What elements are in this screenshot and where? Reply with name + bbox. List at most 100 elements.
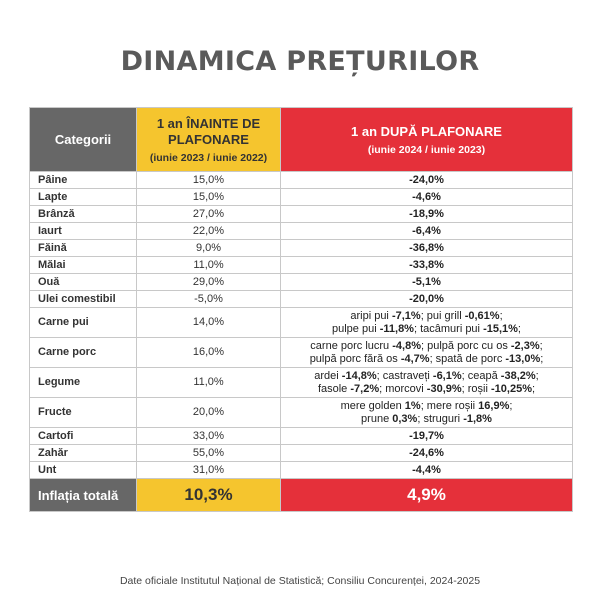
item-text: ; [539,339,543,352]
row-after-value: -33,8% [280,256,573,274]
row-category: Pâine [29,171,137,189]
header-after-period: (iunie 2024 / iunie 2023) [367,143,486,156]
row-before-value: 9,0% [136,239,281,257]
table-row: Cartofi 33,0% -19,7% [29,427,573,445]
row-category: Cartofi [29,427,137,445]
table-header-row: Categorii 1 an ÎNAINTE DE PLAFONARE (iun… [29,107,573,172]
item-text: ; [499,309,503,322]
total-inflation-row: Inflația totală 10,3% 4,9% [29,478,573,512]
change-value: -19,7% [409,429,444,442]
item-text: ; pulpă porc cu os [420,339,511,352]
item-text: ; morcovi [379,382,427,395]
row-category: Brânză [29,205,137,223]
item-text: ; ceapă [461,369,501,382]
change-value: -20,0% [409,292,444,305]
row-after-value: -19,7% [280,427,573,445]
table-row: Ulei comestibil -5,0% -20,0% [29,290,573,308]
row-after-value: ardei -14,8%; castraveți -6,1%; ceapă -3… [280,367,573,398]
item-text: ; [531,382,536,395]
item-text: mere golden [340,399,405,412]
table-row: Făină 9,0% -36,8% [29,239,573,257]
item-text: ; [540,352,544,365]
item-text: ; spată de porc [429,352,506,365]
row-after-value: -4,4% [280,461,573,479]
change-value: 16,9% [478,399,510,412]
row-before-value: 55,0% [136,444,281,462]
item-text: ; castraveți [376,369,433,382]
change-value: -15,1% [483,322,518,335]
row-before-value: 33,0% [136,427,281,445]
change-value: -24,0% [409,173,444,186]
header-before-title: 1 an ÎNAINTE DE PLAFONARE [156,115,261,147]
row-before-value: -5,0% [136,290,281,308]
row-category: Zahăr [29,444,137,462]
row-after-value: -36,8% [280,239,573,257]
change-value: -6,1% [432,369,462,382]
table-row: Ouă 29,0% -5,1% [29,273,573,291]
row-before-value: 15,0% [136,171,281,189]
row-after-value: aripi pui -7,1%; pui grill -0,61%; pulpe … [280,307,573,338]
row-category: Ouă [29,273,137,291]
change-value: -4,6% [412,190,441,203]
change-value: -33,8% [409,258,444,271]
item-text: carne porc lucru [310,339,393,352]
item-text: ; struguri [417,412,464,425]
item-text: prune [361,412,393,425]
table-row: Fructe 20,0% mere golden 1%; mere roșii 16… [29,397,573,428]
table-row: Unt 31,0% -4,4% [29,461,573,479]
row-before-value: 29,0% [136,273,281,291]
row-category: Carne porc [29,337,137,368]
row-after-value: -20,0% [280,290,573,308]
row-before-value: 16,0% [136,337,281,368]
item-text: ; pui grill [420,309,465,322]
change-value: -38,2% [500,369,536,382]
change-value: -1,8% [463,412,492,425]
change-value: 1% [404,399,421,412]
item-text: aripi pui [350,309,392,322]
header-category: Categorii [29,107,137,172]
total-before-value: 10,3% [136,478,281,512]
change-value: -18,9% [409,207,444,220]
change-value: -0,61% [464,309,500,322]
change-value: -11,8% [379,322,414,335]
table-row: Mălai 11,0% -33,8% [29,256,573,274]
header-after-cell: 1 an DUPĂ PLAFONARE (iunie 2024 / iunie … [280,107,573,172]
row-after-value: -5,1% [280,273,573,291]
change-value: -30,9% [426,382,462,395]
item-text: ; [509,399,513,412]
price-dynamics-table: Categorii 1 an ÎNAINTE DE PLAFONARE (iun… [29,107,573,512]
row-before-value: 22,0% [136,222,281,240]
change-value: -14,8% [341,369,377,382]
row-after-value: -4,6% [280,188,573,206]
header-before-cell: 1 an ÎNAINTE DE PLAFONARE (iunie 2023 / … [136,107,281,172]
item-text: ; [517,322,521,335]
row-before-value: 11,0% [136,367,281,398]
source-note: Date oficiale Institutul Național de Sta… [119,575,481,587]
row-category: Mălai [29,256,137,274]
page-title: DINAMICA PREȚURILOR [120,46,480,77]
row-after-value: carne porc lucru -4,8%; pulpă porc cu os… [280,337,573,368]
table-body: Pâine 15,0% -24,0% Lapte 15,0% -4,6% Brânză 27,… [29,171,573,479]
row-before-value: 15,0% [136,188,281,206]
change-value: -5,1% [412,275,441,288]
row-category: Făină [29,239,137,257]
item-text: ardei [314,369,342,382]
change-value: -13,0% [505,352,541,365]
header-after-title: 1 an DUPĂ PLAFONARE [351,123,502,139]
change-value: -36,8% [409,241,444,254]
total-label: Inflația totală [29,478,137,512]
row-after-value: -24,6% [280,444,573,462]
item-text: ; tacâmuri pui [413,322,484,335]
change-value: -4,4% [412,463,441,476]
change-value: -4,7% [400,352,430,365]
change-value: -6,4% [412,224,441,237]
table-row: Brânză 27,0% -18,9% [29,205,573,223]
row-before-value: 31,0% [136,461,281,479]
row-category: Fructe [29,397,137,428]
row-category: Carne pui [29,307,137,338]
row-before-value: 27,0% [136,205,281,223]
item-text: ; [535,369,539,382]
total-after-value: 4,9% [280,478,573,512]
row-after-value: -6,4% [280,222,573,240]
table-row: Iaurt 22,0% -6,4% [29,222,573,240]
